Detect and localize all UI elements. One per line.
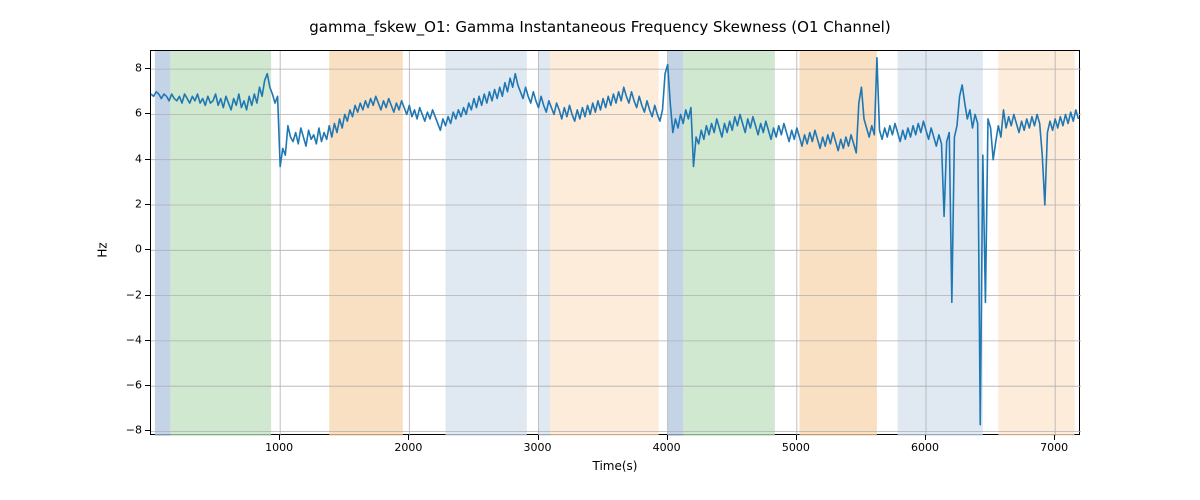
y-axis-label: Hz	[96, 242, 110, 257]
y-tick-label: −6	[120, 379, 142, 392]
y-tick	[145, 295, 150, 296]
x-tick	[279, 435, 280, 440]
y-tick	[145, 113, 150, 114]
x-tick	[538, 435, 539, 440]
x-tick	[796, 435, 797, 440]
y-tick	[145, 204, 150, 205]
figure: gamma_fskew_O1: Gamma Instantaneous Freq…	[0, 0, 1200, 500]
background-band	[683, 51, 775, 436]
y-tick	[145, 249, 150, 250]
y-tick	[145, 430, 150, 431]
x-tick-label: 7000	[1040, 441, 1068, 454]
background-band	[446, 51, 527, 436]
x-tick-label: 2000	[394, 441, 422, 454]
background-band	[998, 51, 1074, 436]
y-tick-label: 0	[120, 243, 142, 256]
y-tick-label: 8	[120, 62, 142, 75]
x-axis-label: Time(s)	[150, 459, 1080, 473]
background-band	[799, 51, 877, 436]
y-tick-label: 4	[120, 152, 142, 165]
x-tick-label: 6000	[911, 441, 939, 454]
x-tick	[667, 435, 668, 440]
chart-title: gamma_fskew_O1: Gamma Instantaneous Freq…	[0, 18, 1200, 36]
x-tick	[1054, 435, 1055, 440]
x-tick-label: 4000	[653, 441, 681, 454]
background-band	[155, 51, 171, 436]
background-band	[898, 51, 983, 436]
plot-svg	[151, 51, 1081, 436]
y-tick	[145, 159, 150, 160]
x-tick-label: 1000	[265, 441, 293, 454]
y-tick-label: 6	[120, 107, 142, 120]
x-tick-label: 5000	[782, 441, 810, 454]
background-band	[170, 51, 271, 436]
y-tick-label: −2	[120, 288, 142, 301]
y-tick-label: −8	[120, 424, 142, 437]
x-tick	[408, 435, 409, 440]
y-tick	[145, 385, 150, 386]
y-tick-label: −4	[120, 333, 142, 346]
plot-area	[150, 50, 1080, 435]
y-tick-label: 2	[120, 198, 142, 211]
y-tick	[145, 340, 150, 341]
y-tick	[145, 68, 150, 69]
x-tick	[925, 435, 926, 440]
x-tick-label: 3000	[524, 441, 552, 454]
